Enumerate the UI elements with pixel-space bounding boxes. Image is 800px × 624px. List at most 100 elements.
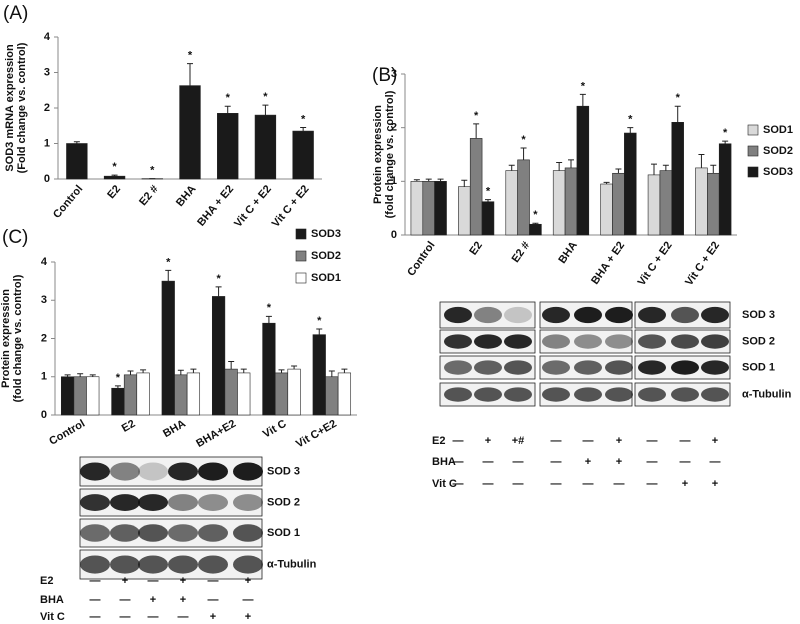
bar (179, 85, 201, 180)
significance-mark: * (267, 302, 272, 314)
treatment-mark: + (245, 575, 251, 587)
treatment-mark: — (483, 478, 494, 490)
treatment-mark: — (551, 478, 562, 490)
legend-label: SOD2 (311, 250, 341, 262)
bar (186, 372, 201, 416)
bar (287, 368, 301, 416)
significance-mark: * (263, 91, 268, 103)
treatment-mark: + (122, 575, 128, 587)
legend-label: SOD2 (763, 145, 793, 157)
bar (422, 181, 435, 236)
legend-swatch (747, 166, 759, 178)
error-bar (532, 222, 539, 225)
treatment-mark: + (210, 611, 216, 623)
error-bar (262, 104, 269, 116)
error-bar (341, 368, 348, 373)
blot-band (80, 494, 110, 511)
legend-label: SOD3 (763, 166, 793, 178)
significance-mark: * (166, 256, 171, 268)
treatment-mark: — (583, 478, 594, 490)
blot-band (198, 524, 228, 542)
panel-title: (B) (372, 65, 397, 86)
blot-band (638, 306, 666, 324)
blot-band (701, 334, 729, 349)
blot-band (110, 462, 140, 481)
treatment-mark: — (208, 594, 219, 606)
significance-mark: * (521, 134, 526, 146)
blot-band (444, 360, 472, 375)
bar (73, 376, 87, 416)
bar (337, 372, 352, 416)
treatment-mark: — (551, 435, 562, 447)
bar (224, 368, 238, 416)
blot-band (671, 334, 699, 349)
x-tick-label: Vit C + E2 (232, 183, 274, 230)
y-tick-label: 4 (41, 256, 48, 268)
x-tick-label: Vit C + E2 (683, 240, 722, 289)
error-bar (265, 315, 272, 324)
blot-band (671, 360, 699, 375)
blot-band (638, 387, 666, 402)
bar (217, 113, 239, 180)
legend-swatch (295, 250, 307, 262)
panel-title: (C) (2, 227, 28, 248)
x-tick-label: Control (405, 240, 437, 279)
y-tick-label: 1 (44, 137, 50, 149)
treatment-mark: + (616, 435, 622, 447)
x-tick-label: BHA (161, 418, 188, 440)
y-axis-label: (Fold change vs. control) (16, 42, 28, 173)
blot-band (504, 360, 532, 375)
error-bar (73, 141, 80, 144)
treatment-mark: — (647, 478, 658, 490)
x-tick-label: BHA + E2 (195, 183, 236, 229)
bar (161, 280, 175, 416)
treatment-label: BHA (40, 594, 64, 606)
error-bar (473, 123, 480, 139)
error-bar (215, 286, 222, 297)
blot-band (138, 555, 168, 574)
blot-band (138, 462, 168, 481)
bar (505, 170, 518, 236)
blot-band (80, 524, 110, 542)
error-bar (413, 179, 420, 182)
bar (103, 175, 126, 180)
band-label: SOD 1 (742, 361, 775, 373)
treatment-mark: + (585, 456, 591, 468)
treatment-mark: — (243, 594, 254, 606)
blot-band (198, 555, 228, 574)
treatment-mark: — (453, 478, 464, 490)
error-bar (89, 374, 96, 377)
error-bar (722, 140, 729, 144)
error-bar (187, 63, 193, 86)
blot-band (542, 334, 570, 349)
significance-mark: * (317, 315, 322, 327)
blot-band (474, 334, 502, 349)
bar (111, 387, 125, 416)
blot-band (444, 306, 472, 324)
y-axis-label: (fold change vs. control) (384, 90, 396, 218)
treatment-mark: — (583, 435, 594, 447)
blot-band (474, 306, 502, 324)
band-label: SOD 3 (742, 309, 775, 321)
bar (624, 132, 637, 236)
x-tick-label: BHA (174, 183, 199, 209)
treatment-mark: + (712, 435, 718, 447)
treatment-label: BHA (432, 456, 456, 468)
significance-mark: * (301, 113, 306, 125)
bar (469, 138, 483, 236)
y-tick-label: 2 (391, 122, 397, 134)
significance-mark: * (723, 127, 728, 139)
blot-band (574, 387, 602, 402)
error-bar (165, 269, 172, 282)
significance-mark: * (150, 165, 155, 177)
blot-band (198, 494, 228, 511)
significance-mark: * (533, 209, 538, 221)
y-axis-label: (fold change vs. control) (12, 274, 24, 402)
legend-label: SOD1 (311, 272, 341, 284)
bar (517, 159, 530, 236)
x-tick-label: BHA + E2 (589, 240, 627, 287)
y-tick-label: 0 (391, 229, 397, 241)
y-tick-label: 3 (391, 68, 397, 80)
treatment-mark: — (120, 594, 131, 606)
